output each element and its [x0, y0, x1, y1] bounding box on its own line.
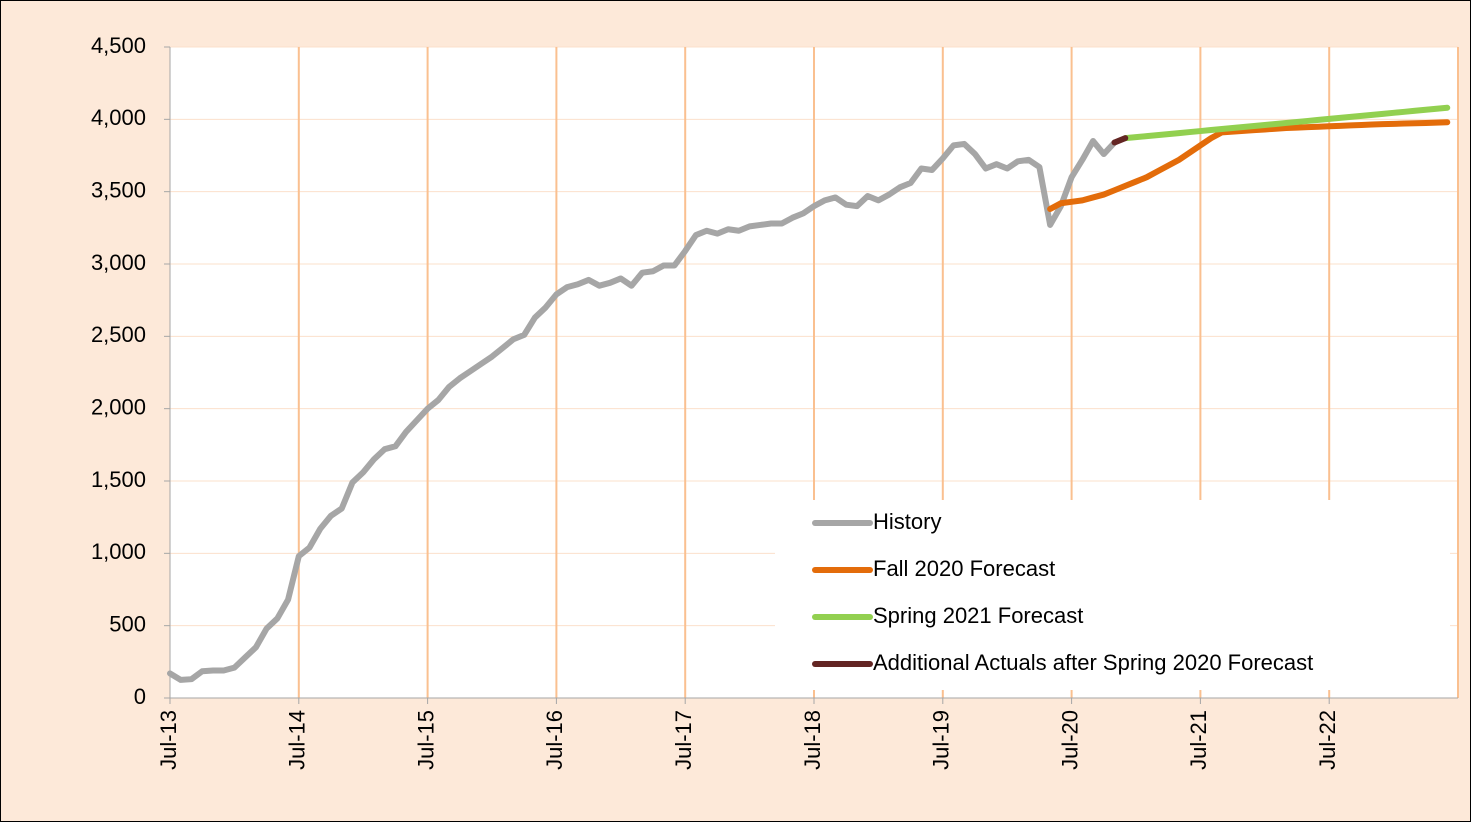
series-line [1111, 135, 1129, 146]
x-tick-label: Jul-20 [1057, 710, 1082, 770]
y-tick-label: 3,000 [91, 250, 146, 275]
series-line [167, 138, 1118, 683]
legend-box [775, 500, 1450, 690]
y-tick-label: 4,000 [91, 105, 146, 130]
x-tick-label: Jul-14 [285, 710, 310, 770]
y-tick-label: 1,500 [91, 467, 146, 492]
legend-label: Fall 2020 Forecast [873, 556, 1055, 581]
x-tick-label: Jul-18 [800, 710, 825, 770]
legend-label: Additional Actuals after Spring 2020 For… [873, 650, 1313, 675]
y-tick-label: 2,000 [91, 394, 146, 419]
series-line [1122, 104, 1451, 142]
y-tick-label: 0 [134, 684, 146, 709]
legend-label: History [873, 509, 941, 534]
x-tick-label: Jul-21 [1186, 710, 1211, 770]
y-tick-label: 2,500 [91, 322, 146, 347]
y-tick-label: 3,500 [91, 177, 146, 202]
y-tick-label: 500 [109, 611, 146, 636]
legend-label: Spring 2021 Forecast [873, 603, 1083, 628]
x-tick-label: Jul-13 [156, 710, 181, 770]
x-tick-label: Jul-17 [671, 710, 696, 770]
y-tick-label: 1,000 [91, 539, 146, 564]
y-tick-label: 4,500 [91, 33, 146, 58]
x-tick-label: Jul-16 [542, 710, 567, 770]
x-tick-label: Jul-22 [1315, 710, 1340, 770]
series-line [1047, 119, 1451, 213]
x-tick-label: Jul-19 [929, 710, 954, 770]
x-tick-label: Jul-15 [413, 710, 438, 770]
